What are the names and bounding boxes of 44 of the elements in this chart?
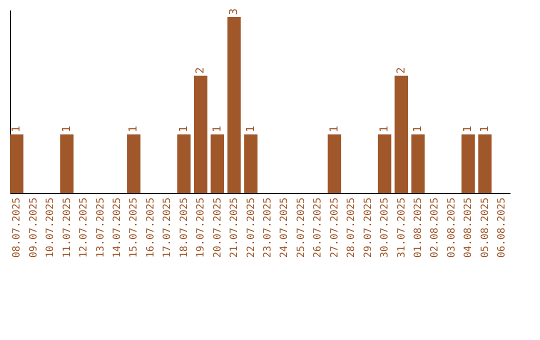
- data-label: 1: [327, 126, 340, 132]
- x-tick-label: 12.07.2025: [78, 198, 90, 258]
- x-tick-label: 01.08.2025: [413, 198, 424, 258]
- x-tick-label: 11.07.2025: [62, 198, 73, 258]
- x-tick-label: 31.07.2025: [396, 198, 408, 258]
- x-tick-label: 25.07.2025: [296, 198, 307, 258]
- x-tick-label: 03.08.2025: [446, 198, 458, 258]
- data-label: 1: [244, 126, 257, 132]
- x-tick-label: 24.07.2025: [279, 198, 290, 258]
- x-tick-label: 15.07.2025: [128, 198, 140, 258]
- x-tick-label: 13.07.2025: [95, 198, 106, 258]
- x-tick-label: 10.07.2025: [45, 198, 56, 258]
- x-tick-label: 29.07.2025: [362, 198, 374, 258]
- x-tick-label: 09.07.2025: [28, 198, 40, 258]
- data-label: 1: [478, 126, 491, 132]
- x-tick-label: 23.07.2025: [262, 198, 274, 258]
- x-tick-label: 21.07.2025: [229, 198, 240, 258]
- x-tick-label: 04.08.2025: [463, 198, 474, 258]
- x-tick-label: 22.07.2025: [246, 198, 257, 258]
- x-tick-label: 20.07.2025: [212, 198, 224, 258]
- x-tick-label: 27.07.2025: [329, 198, 340, 258]
- x-tick-label: 26.07.2025: [312, 198, 324, 258]
- data-label: 3: [227, 8, 240, 16]
- data-label: 1: [378, 126, 391, 132]
- x-tick-label: 08.07.2025: [12, 198, 23, 258]
- x-tick-label: 05.08.2025: [480, 198, 491, 258]
- data-label: 1: [10, 126, 23, 132]
- x-tick-label: 17.07.2025: [162, 198, 174, 258]
- x-tick-label: 30.07.2025: [380, 198, 391, 258]
- data-label: 1: [176, 126, 190, 132]
- x-tick-label: 02.08.2025: [430, 198, 441, 258]
- x-tick-label: 06.08.2025: [496, 198, 508, 258]
- x-tick-label: 28.07.2025: [346, 198, 358, 258]
- data-label: 1: [210, 126, 224, 132]
- data-label: 2: [194, 67, 207, 74]
- x-tick-label: 16.07.2025: [145, 198, 156, 258]
- x-tick-label: 19.07.2025: [196, 198, 207, 258]
- x-tick-label: 18.07.2025: [178, 198, 190, 258]
- data-label: 1: [126, 126, 140, 132]
- data-label: 1: [461, 126, 474, 132]
- data-label: 1: [411, 126, 424, 132]
- data-label: 2: [394, 67, 408, 74]
- x-tick-label: 14.07.2025: [112, 198, 124, 258]
- data-label: 1: [60, 126, 73, 132]
